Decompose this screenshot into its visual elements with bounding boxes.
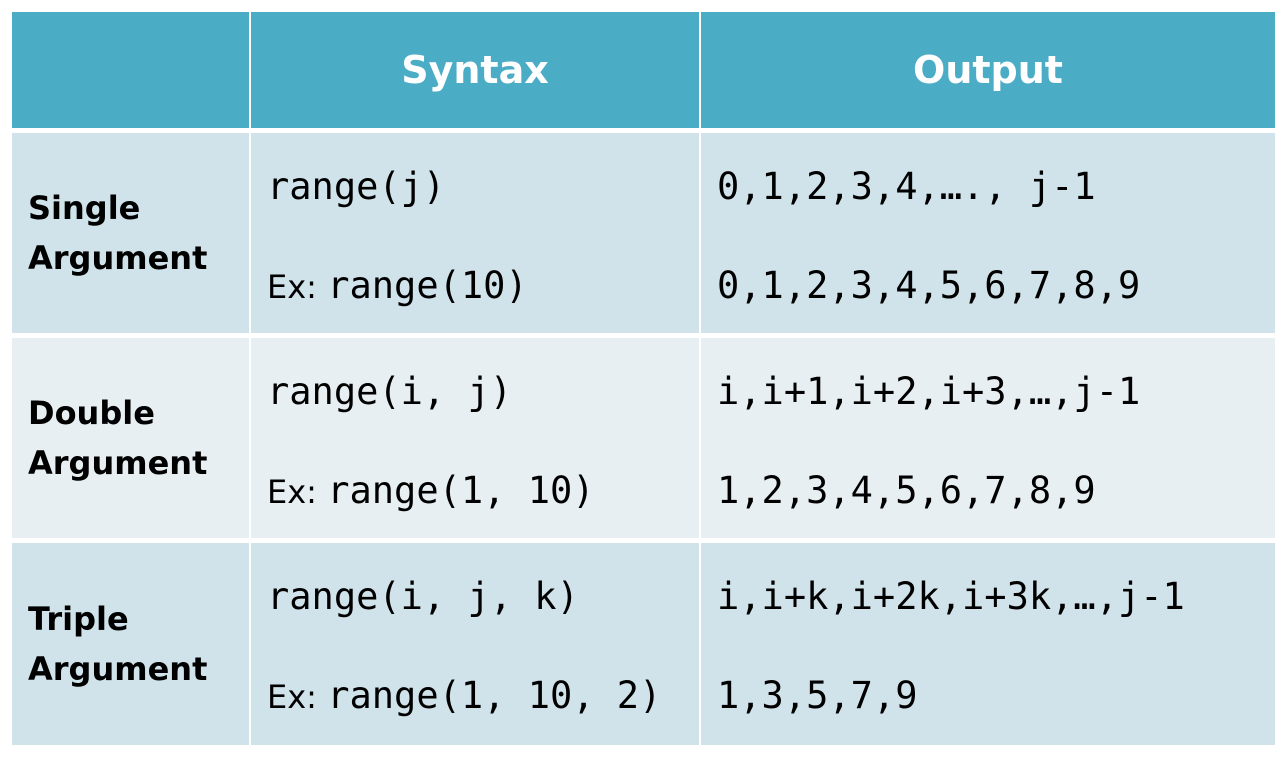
syntax-cell: range(j) Ex: range(10)	[251, 133, 699, 333]
example: Ex: range(1, 10)	[267, 471, 595, 512]
syntax: range(i, j, k)	[267, 575, 579, 618]
example-code: range(1, 10)	[327, 469, 595, 512]
syntax: range(j)	[267, 165, 446, 208]
output-cell: 0,1,2,3,4,…., j-1 0,1,2,3,4,5,6,7,8,9	[701, 133, 1275, 333]
example: Ex: range(10)	[267, 266, 528, 307]
example-prefix: Ex:	[267, 473, 317, 511]
example-output: 1,2,3,4,5,6,7,8,9	[717, 469, 1096, 512]
syntax-cell: range(i, j, k) Ex: range(1, 10, 2)	[251, 543, 699, 745]
example-code: range(10)	[327, 264, 528, 307]
example-output: 1,3,5,7,9	[717, 674, 918, 717]
row-label: Triple Argument	[12, 543, 249, 745]
row-label: Single Argument	[12, 133, 249, 333]
example-output: 0,1,2,3,4,5,6,7,8,9	[717, 264, 1141, 307]
header-cell: Output	[701, 12, 1275, 128]
header-cell	[12, 12, 249, 128]
output: i,i+1,i+2,i+3,…,j-1	[717, 370, 1141, 413]
output-cell: i,i+k,i+2k,i+3k,…,j-1 1,3,5,7,9	[701, 543, 1275, 745]
example-prefix: Ex:	[267, 268, 317, 306]
example-code: range(1, 10, 2)	[327, 674, 662, 717]
example-prefix: Ex:	[267, 678, 317, 716]
output: i,i+k,i+2k,i+3k,…,j-1	[717, 575, 1185, 618]
output: 0,1,2,3,4,…., j-1	[717, 165, 1096, 208]
syntax-cell: range(i, j) Ex: range(1, 10)	[251, 338, 699, 538]
example: Ex: range(1, 10, 2)	[267, 676, 661, 717]
header-cell: Syntax	[251, 12, 699, 128]
row-label: Double Argument	[12, 338, 249, 538]
output-cell: i,i+1,i+2,i+3,…,j-1 1,2,3,4,5,6,7,8,9	[701, 338, 1275, 538]
syntax: range(i, j)	[267, 370, 513, 413]
